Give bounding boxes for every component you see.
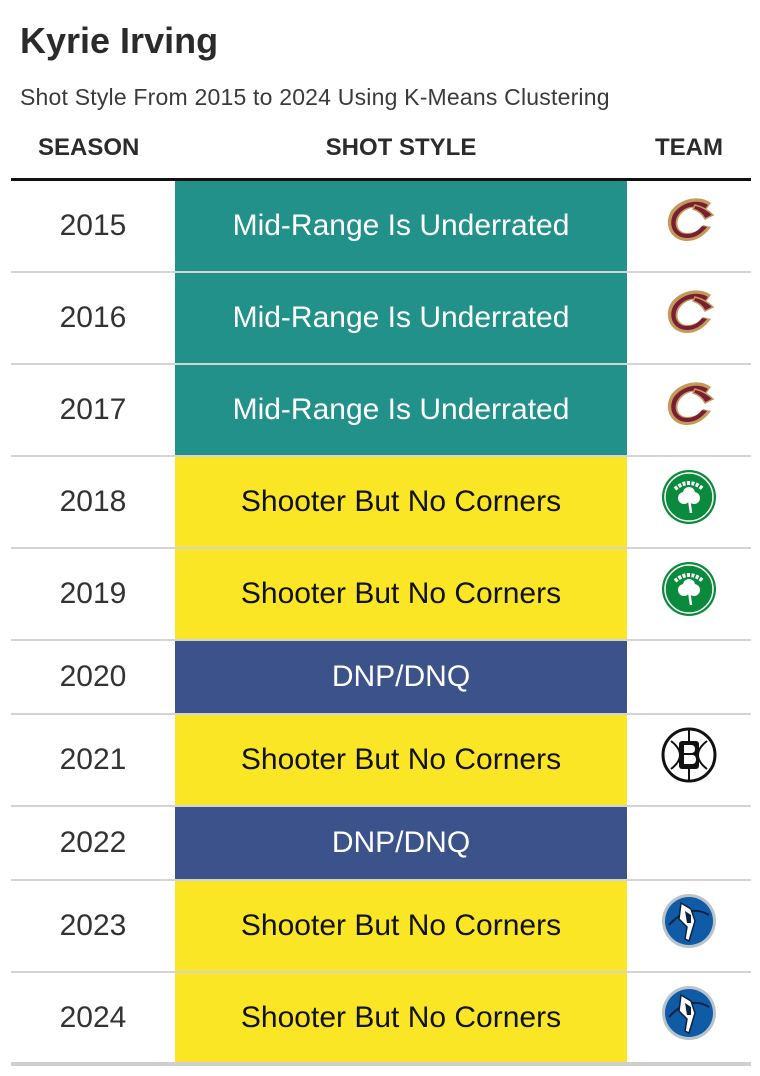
- team-cell: [627, 365, 751, 455]
- season-cell: 2016: [59, 301, 127, 334]
- celtics-logo-icon: [661, 469, 717, 525]
- table-row: 2021 Shooter But No Corners: [11, 715, 751, 807]
- team-cell: [627, 807, 751, 879]
- table-row: 2020 DNP/DNQ: [11, 641, 751, 715]
- season-cell: 2019: [59, 577, 127, 610]
- nets-logo-icon: [661, 727, 717, 783]
- team-cell: [627, 549, 751, 639]
- shot-style-cell: Shooter But No Corners: [175, 549, 627, 639]
- chart-subtitle: Shot Style From 2015 to 2024 Using K-Mea…: [20, 84, 610, 110]
- mavericks-logo-icon: [661, 893, 717, 949]
- team-cell: [627, 181, 751, 271]
- shot-style-cell: Shooter But No Corners: [175, 457, 627, 547]
- shot-style-cell: Mid-Range Is Underrated: [175, 181, 627, 271]
- shot-style-cell: DNP/DNQ: [175, 807, 627, 879]
- table-row: 2018 Shooter But No Corners: [11, 457, 751, 549]
- cavaliers-logo-icon: [661, 193, 717, 249]
- table-row: 2022 DNP/DNQ: [11, 807, 751, 881]
- shot-style-table: 2015 Mid-Range Is Underrated 2016 Mid-Range…: [11, 181, 751, 1065]
- table-row: 2023 Shooter But No Corners: [11, 881, 751, 973]
- season-cell: 2020: [59, 660, 127, 693]
- shot-style-cell: Mid-Range Is Underrated: [175, 273, 627, 363]
- shot-style-column-header: SHOT STYLE: [325, 134, 477, 161]
- team-cell: [627, 457, 751, 547]
- team-cell: [627, 881, 751, 971]
- team-cell: [627, 973, 751, 1063]
- table-row: 2015 Mid-Range Is Underrated: [11, 181, 751, 273]
- season-cell: 2024: [59, 1001, 127, 1034]
- header-rule: [11, 178, 751, 181]
- table-row: 2017 Mid-Range Is Underrated: [11, 365, 751, 457]
- season-cell: 2023: [59, 909, 127, 942]
- chart-title: Kyrie Irving: [20, 20, 219, 61]
- season-cell: 2018: [59, 485, 127, 518]
- table-bottom-rule: [11, 1062, 751, 1066]
- celtics-logo-icon: [661, 561, 717, 617]
- season-cell: 2022: [59, 826, 127, 859]
- shot-style-cell: Shooter But No Corners: [175, 973, 627, 1063]
- team-cell: [627, 641, 751, 713]
- table-row: 2024 Shooter But No Corners: [11, 973, 751, 1065]
- shot-style-cell: Shooter But No Corners: [175, 715, 627, 805]
- table-row: 2016 Mid-Range Is Underrated: [11, 273, 751, 365]
- season-cell: 2021: [59, 743, 127, 776]
- team-cell: [627, 273, 751, 363]
- cavaliers-logo-icon: [661, 285, 717, 341]
- season-cell: 2015: [59, 209, 127, 242]
- team-cell: [627, 715, 751, 805]
- shot-style-cell: DNP/DNQ: [175, 641, 627, 713]
- shot-style-cell: Shooter But No Corners: [175, 881, 627, 971]
- table-row: 2019 Shooter But No Corners: [11, 549, 751, 641]
- season-cell: 2017: [59, 393, 127, 426]
- team-column-header: TEAM: [655, 134, 723, 161]
- mavericks-logo-icon: [661, 985, 717, 1041]
- cavaliers-logo-icon: [661, 377, 717, 433]
- shot-style-cell: Mid-Range Is Underrated: [175, 365, 627, 455]
- season-column-header: SEASON: [38, 134, 140, 161]
